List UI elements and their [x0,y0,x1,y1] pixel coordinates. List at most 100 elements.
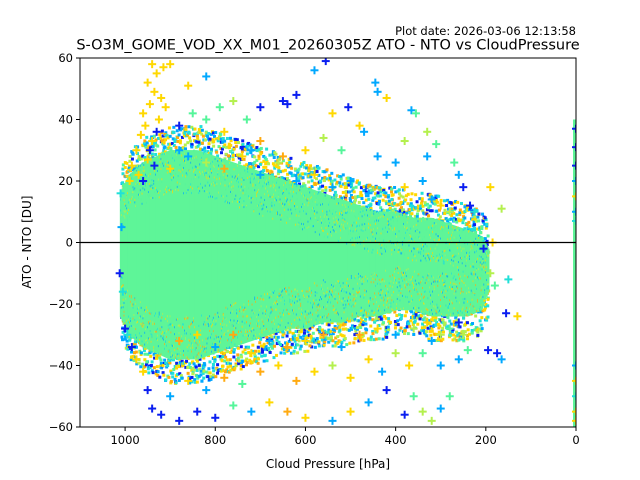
fringe-point [485,243,489,247]
fringe-point [463,205,467,209]
fringe-point [441,330,445,334]
fringe-point [260,350,264,354]
fringe-point [226,154,230,158]
fringe-point [153,148,157,152]
fringe-point [164,134,168,138]
fringe-point [339,184,343,188]
fringe-point [327,330,331,334]
fringe-point [378,186,382,190]
fringe-point [435,321,439,325]
fringe-point [351,318,355,322]
fringe-point [410,212,414,216]
fringe-point [270,170,274,174]
fringe-point [449,207,453,211]
fringe-point [212,144,216,148]
fringe-point [201,148,205,152]
fringe-point [188,377,192,381]
fringe-point [374,337,378,341]
fringe-point [297,173,301,177]
fringe-point [473,215,477,219]
fringe-point [438,324,442,328]
fringe-point [422,331,426,335]
fringe-point [313,182,317,186]
fringe-point [362,189,366,193]
fringe-point [223,370,227,374]
fringe-point [239,353,243,357]
fringe-point [203,149,207,153]
fringe-point [483,308,487,312]
fringe-point [285,161,289,165]
fringe-point [378,317,382,321]
fringe-point [215,150,219,154]
fringe-point [384,195,388,199]
fringe-point [416,209,420,213]
fringe-point [354,195,358,199]
fringe-point [208,137,212,141]
fringe-point [325,330,329,334]
fringe-point [184,365,188,369]
fringe-point [178,141,182,145]
fringe-point [308,340,312,344]
fringe-point [278,343,282,347]
fringe-point [200,141,204,145]
fringe-point [458,213,462,217]
fringe-point [305,342,309,346]
fringe-point [173,140,177,144]
fringe-point [270,172,274,176]
fringe-point [406,202,410,206]
fringe-point [380,208,384,212]
fringe-point [317,173,321,177]
fringe-point [437,337,441,341]
fringe-point [455,338,459,342]
fringe-point [139,365,143,369]
fringe-point [299,330,303,334]
fringe-point [211,362,215,366]
fringe-point [245,361,249,365]
fringe-point [277,340,281,344]
fringe-point [436,213,440,217]
fringe-point [328,176,332,180]
fringe-point [413,316,417,320]
fringe-point [163,358,167,362]
fringe-point [157,136,161,140]
fringe-point [472,220,476,224]
fringe-point [281,159,285,163]
fringe-point [232,350,236,354]
fringe-point [200,128,204,132]
fringe-point [144,145,148,149]
fringe-point [228,358,232,362]
fringe-point [218,368,222,372]
fringe-point [421,318,425,322]
fringe-point [281,169,285,173]
fringe-point [146,352,150,356]
fringe-point [124,334,128,338]
fringe-point [458,208,462,212]
fringe-point [306,330,310,334]
fringe-point [152,352,156,356]
fringe-point [447,207,451,211]
fringe-point [178,372,182,376]
fringe-point [343,321,347,325]
fringe-point [191,372,195,376]
fringe-point [246,144,250,148]
fringe-point [150,360,154,364]
fringe-point [229,350,233,354]
fringe-point [442,321,446,325]
fringe-point [409,198,413,202]
fringe-point [385,335,389,339]
fringe-point [359,186,363,190]
fringe-point [253,155,257,159]
fringe-point [309,175,313,179]
fringe-point [149,354,153,358]
fringe-point [317,340,321,344]
fringe-point [428,204,432,208]
fringe-point [256,361,260,365]
fringe-point [373,196,377,200]
fringe-point [198,147,202,151]
fringe-point [219,132,223,136]
fringe-point [150,369,154,373]
fringe-point [212,369,216,373]
fringe-point [434,196,438,200]
fringe-point [170,142,174,146]
fringe-point [315,337,319,341]
